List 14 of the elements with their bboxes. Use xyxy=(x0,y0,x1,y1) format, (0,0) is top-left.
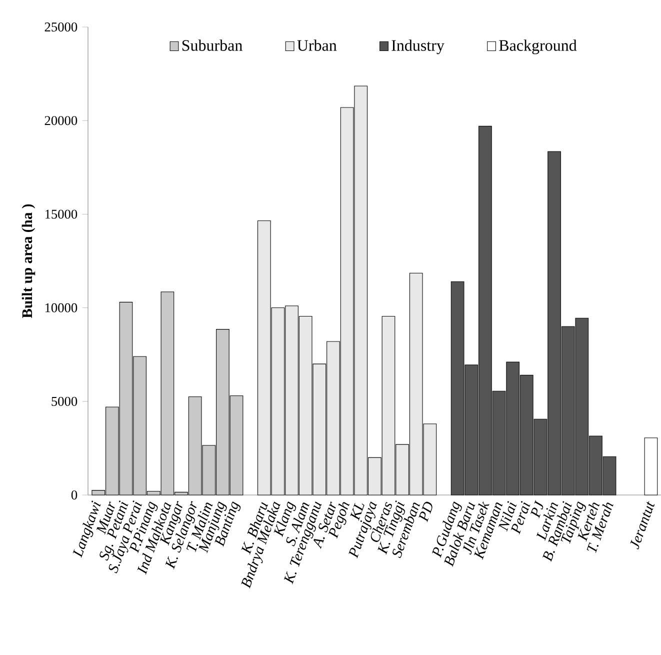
y-tick-label: 0 xyxy=(71,490,78,500)
x-tick-label: PD xyxy=(418,502,432,522)
bar xyxy=(644,438,658,496)
legend-label: Industry xyxy=(392,40,444,54)
legend-label: Urban xyxy=(297,40,337,51)
y-tick-label: 15000 xyxy=(45,210,78,219)
legend-label: Suburban xyxy=(182,40,242,51)
legend-label: Background xyxy=(499,40,577,54)
y-axis-title: Built up area (ha ) xyxy=(22,204,36,318)
y-tick-label: 25000 xyxy=(44,22,78,32)
y-tick-label: 20000 xyxy=(44,116,78,126)
y-tick-label: 10000 xyxy=(45,303,78,312)
y-tick-label: 5000 xyxy=(52,396,78,406)
x-tick-label: Jerantut xyxy=(630,501,654,550)
